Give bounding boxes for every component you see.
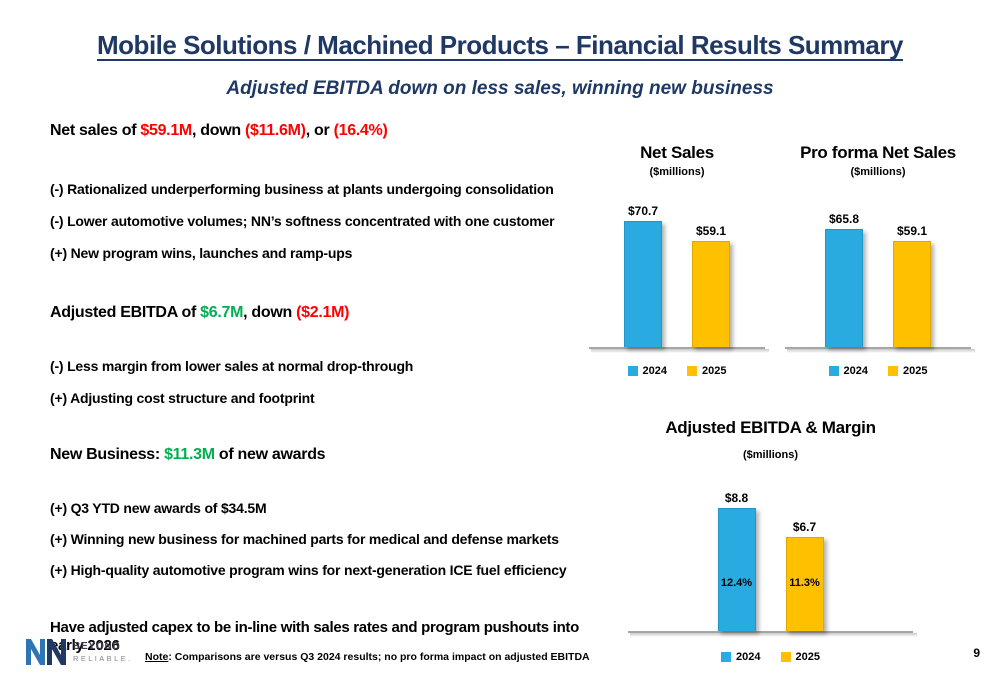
footnote: Note: Comparisons are versus Q3 2024 res…: [145, 651, 590, 663]
nn-logo-icon: [26, 639, 66, 665]
legend-item-2024: 2024: [627, 365, 667, 377]
ebitda-margin-2025-label: 11.3%: [789, 577, 820, 589]
bullet-net-sales-1: (-) Rationalized underperforming busines…: [50, 181, 554, 197]
legend-swatch-blue: [627, 366, 638, 376]
proforma-chart-subtitle: ($millions): [850, 166, 906, 178]
net-sales-bar-2024: $70.7: [624, 204, 662, 347]
page-number: 9: [973, 646, 980, 660]
net-sales-down: ($11.6M): [244, 122, 306, 139]
proforma-bar-2024-label: $65.8: [828, 212, 860, 227]
legend-swatch-yellow: [888, 366, 898, 376]
net-sales-chart-subtitle: ($millions): [649, 166, 705, 178]
proforma-legend: 2024 2025: [785, 365, 971, 377]
legend-swatch-blue: [828, 366, 839, 376]
net-sales-amount: $59.1M: [140, 122, 192, 139]
bullet-new-business-1: (+) Q3 YTD new awards of $34.5M: [50, 500, 267, 516]
net-sales-label: Net sales: [50, 122, 118, 139]
net-sales-legend: 2024 2025: [589, 365, 765, 377]
proforma-bar-2025: $59.1: [893, 224, 931, 347]
ebitda-bar-2025-label: $6.7: [792, 520, 817, 535]
logo-line2: RELIABLE.: [73, 653, 133, 663]
bullet-ebitda-2: (+) Adjusting cost structure and footpri…: [50, 390, 315, 406]
ebitda-chart-subtitle: ($millions): [742, 449, 798, 461]
ebitda-bar-2025: $6.7 11.3%: [785, 520, 824, 631]
bullet-new-business-3: (+) High-quality automotive program wins…: [50, 562, 567, 578]
ebitda-margin-chart: Adjusted EBITDA & Margin ($millions) $8.…: [628, 418, 917, 663]
net-sales-bar-2025: $59.1: [692, 224, 730, 347]
net-sales-chart-title: Net Sales: [640, 143, 714, 162]
capex-line: Have adjusted capex to be in-line with s…: [50, 619, 579, 654]
bullet-new-business-2: (+) Winning new business for machined pa…: [50, 531, 559, 547]
legend-swatch-blue: [721, 652, 732, 662]
logo-line1: BEYOND: [73, 641, 121, 653]
company-logo: BEYOND RELIABLE.: [26, 637, 133, 667]
proforma-chart-title: Pro forma Net Sales: [800, 143, 956, 162]
new-business-amount: $11.3M: [164, 446, 215, 463]
legend-item-2025: 2025: [687, 365, 726, 377]
legend-swatch-yellow: [780, 652, 791, 662]
net-sales-bar-2024-label: $70.7: [627, 203, 659, 218]
ebitda-plot: $8.8 12.4% $6.7 11.3%: [628, 491, 917, 637]
net-sales-pct: (16.4%): [333, 122, 388, 139]
page-title: Mobile Solutions / Machined Products – F…: [97, 30, 903, 60]
legend-item-2024: 2024: [721, 651, 761, 663]
proforma-bar-2024: $65.8: [825, 212, 863, 347]
new-business-headline: New Business: $11.3M of new awards: [50, 446, 326, 463]
ebitda-down: ($2.1M): [296, 304, 350, 321]
legend-item-2025: 2025: [780, 651, 820, 663]
bullet-net-sales-2: (-) Lower automotive volumes; NN’s softn…: [50, 213, 555, 229]
proforma-net-sales-chart: Pro forma Net Sales ($millions) $65.8 $5…: [785, 143, 975, 377]
ebitda-label: Adjusted EBITDA: [50, 304, 178, 321]
ebitda-amount: $6.7M: [200, 304, 244, 321]
net-sales-headline: Net sales of $59.1M, down ($11.6M), or (…: [50, 122, 388, 139]
proforma-plot: $65.8 $59.1: [785, 204, 975, 353]
legend-item-2024: 2024: [828, 365, 868, 377]
footnote-label: Note: [145, 651, 169, 663]
legend-swatch-yellow: [687, 366, 697, 376]
ebitda-headline: Adjusted EBITDA of $6.7M, down ($2.1M): [50, 304, 350, 321]
new-business-label: New Business:: [50, 446, 160, 463]
ebitda-bar-2024-label: $8.8: [724, 490, 749, 505]
ebitda-margin-2024-label: 12.4%: [720, 577, 753, 589]
proforma-bar-2025-label: $59.1: [896, 224, 928, 239]
net-sales-chart: Net Sales ($millions) $70.7 $59.1 2024 2…: [589, 143, 769, 377]
bullet-net-sales-3: (+) New program wins, launches and ramp-…: [50, 245, 353, 261]
bullet-ebitda-1: (-) Less margin from lower sales at norm…: [50, 358, 414, 374]
ebitda-bar-2024: $8.8 12.4%: [717, 491, 756, 631]
logo-text: BEYOND RELIABLE.: [73, 641, 133, 663]
net-sales-bar-2025-label: $59.1: [695, 224, 727, 239]
ebitda-legend: 2024 2025: [628, 651, 913, 663]
footnote-text: : Comparisons are versus Q3 2024 results…: [168, 651, 590, 663]
ebitda-chart-title: Adjusted EBITDA & Margin: [665, 418, 876, 437]
page-subtitle: Adjusted EBITDA down on less sales, winn…: [226, 78, 774, 99]
legend-item-2025: 2025: [888, 365, 927, 377]
net-sales-plot: $70.7 $59.1: [589, 204, 769, 353]
summary-text-column: Net sales of $59.1M, down ($11.6M), or (…: [50, 122, 610, 655]
